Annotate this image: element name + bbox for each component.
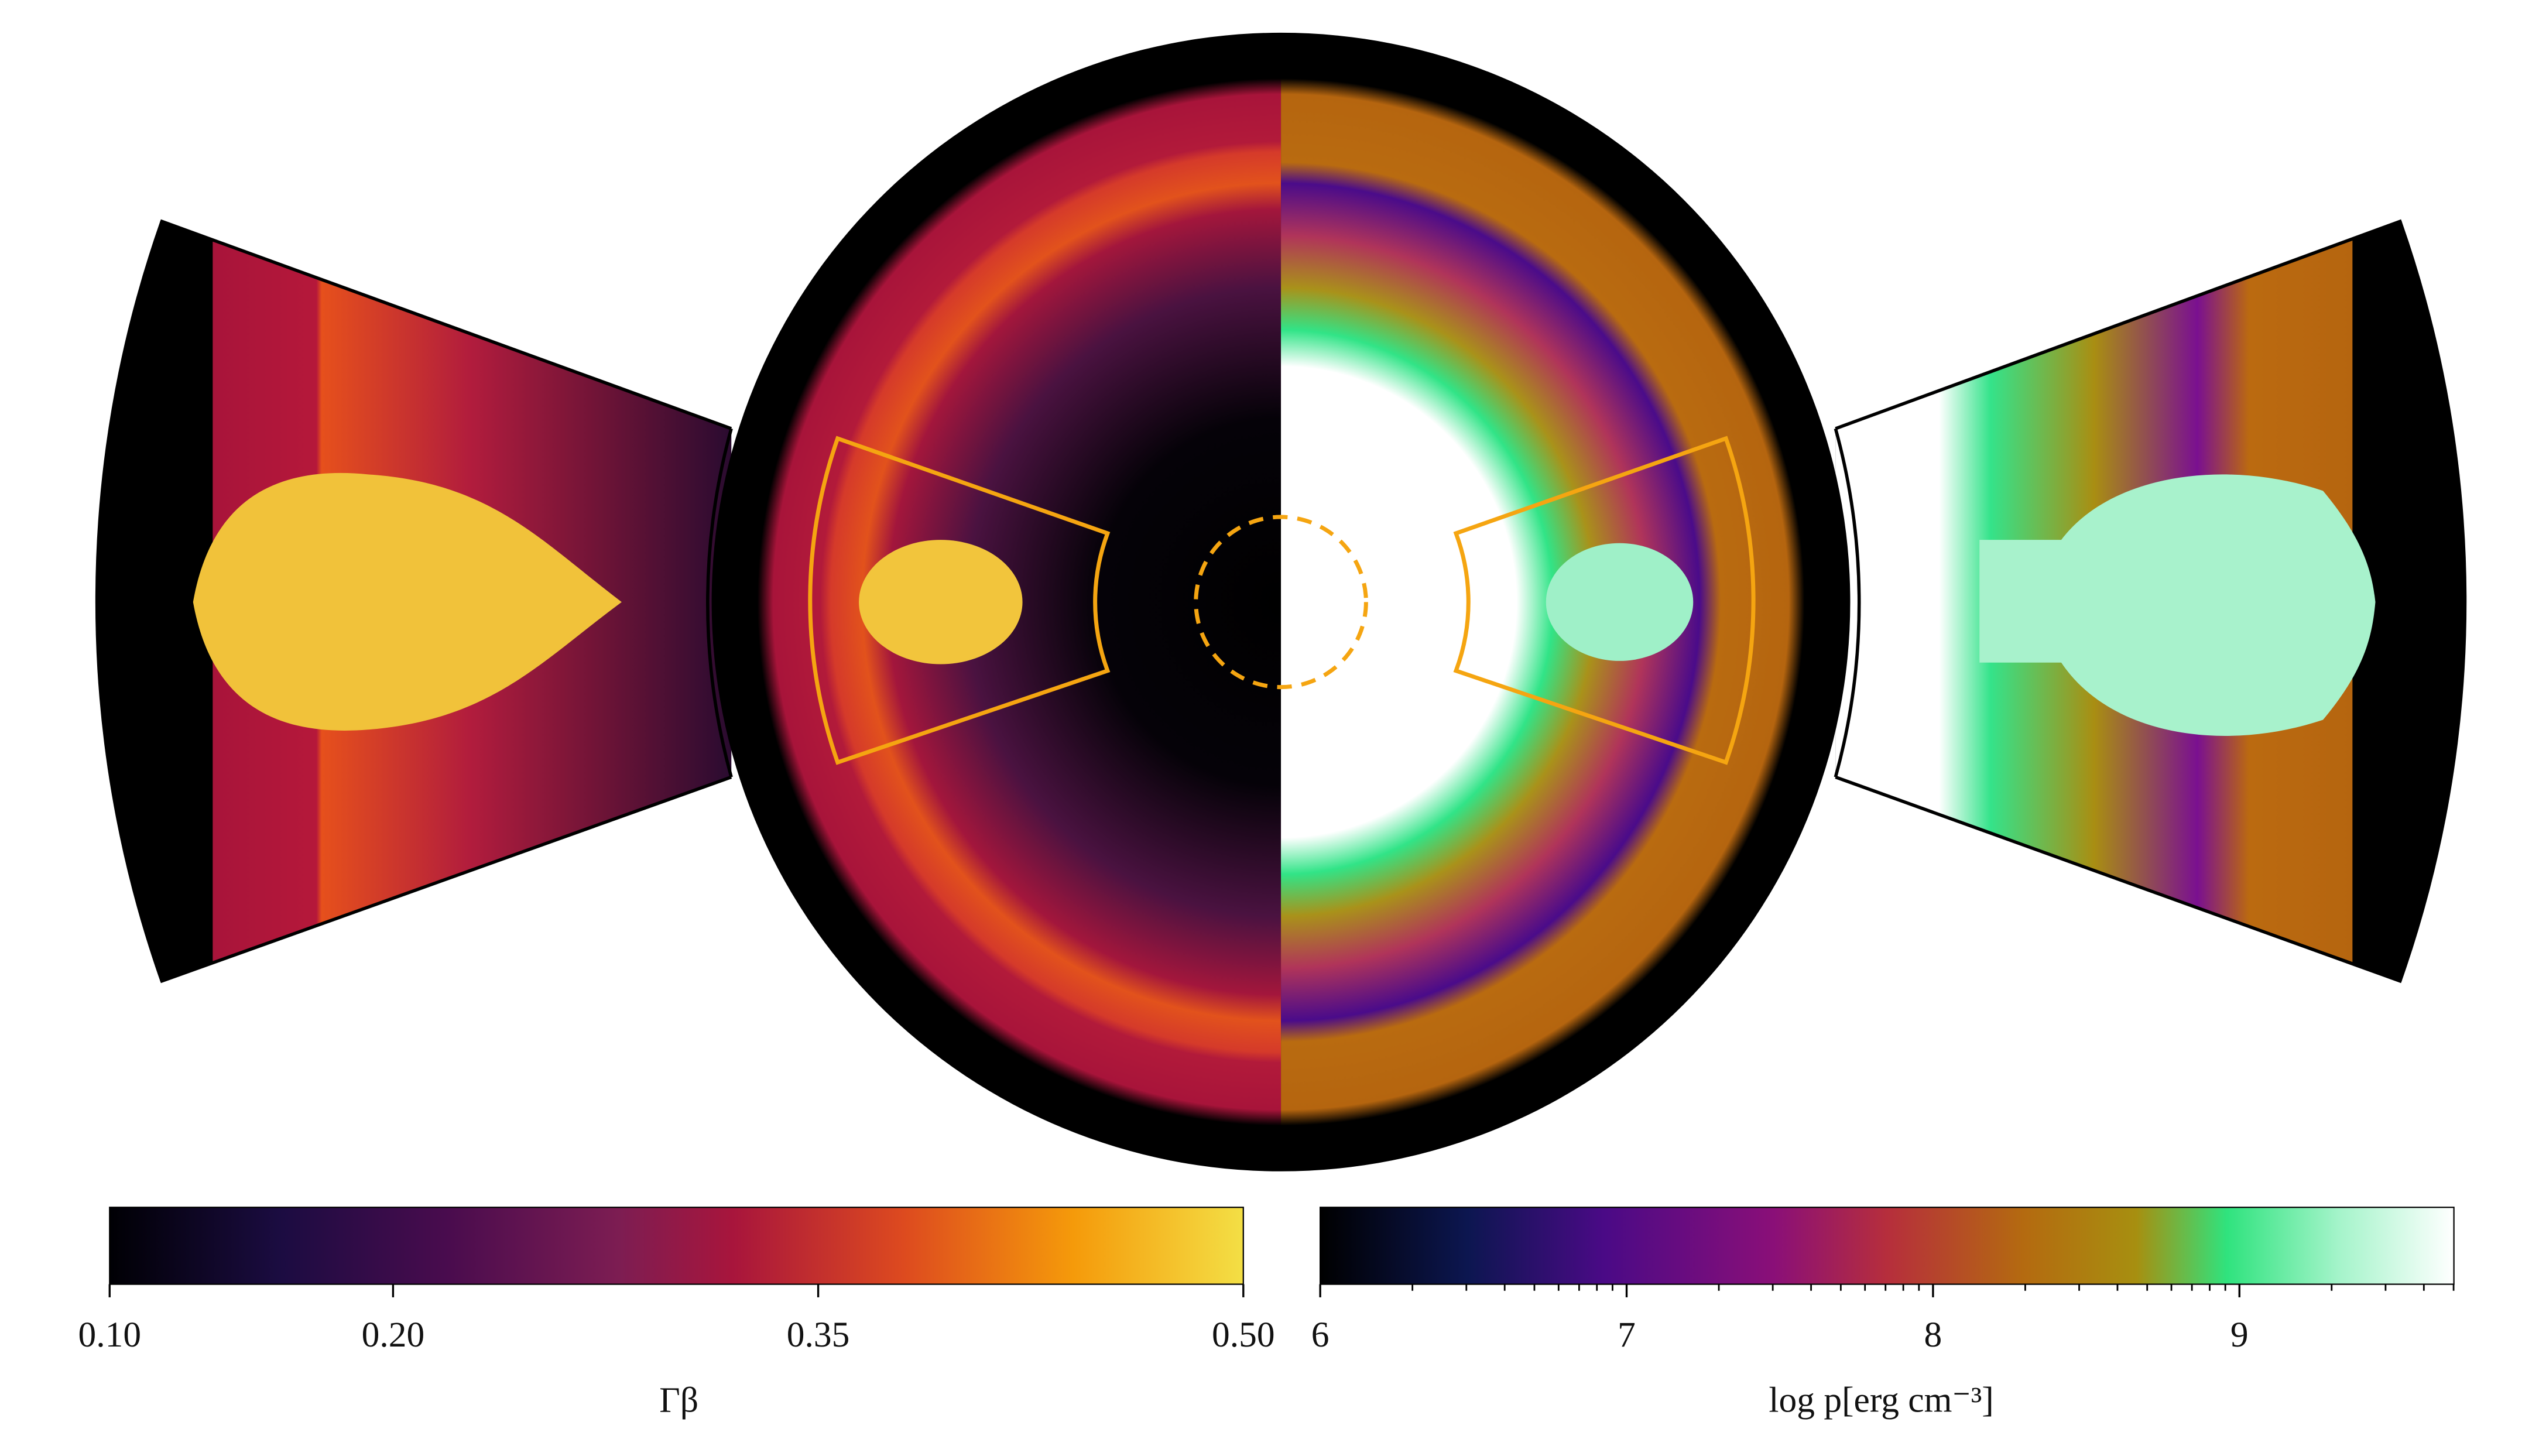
right-inset-jet (1546, 543, 1694, 661)
tick-label: 7 (1618, 1315, 1636, 1355)
tick-label: 6 (1311, 1315, 1330, 1355)
zoom-box-right (1453, 436, 1756, 765)
tick-label: 0.50 (1212, 1315, 1275, 1355)
zoom-box-left (808, 436, 1111, 765)
colorbar-frame (1320, 1207, 2455, 1285)
colorbar-gamma-beta: Γβ 0.10 0.20 0.35 0.50 (78, 1207, 1275, 1420)
inner-boundary (1194, 515, 1368, 690)
tick-label: 0.35 (787, 1315, 850, 1355)
right-jet (1979, 474, 2376, 736)
colorbar (1320, 1207, 2454, 1284)
colorbar-frame (109, 1207, 1244, 1285)
left-jet (193, 472, 622, 731)
right-half-field (1281, 78, 1804, 1126)
tick-label: 8 (1924, 1315, 1942, 1355)
simulation-panels (95, 32, 2467, 1171)
left-inset-jet (859, 540, 1023, 664)
tick-label: 9 (2230, 1315, 2249, 1355)
colorbar-label: Γβ (659, 1380, 698, 1420)
colorbar-label: log p[erg cm⁻³] (1769, 1380, 1993, 1420)
colorbar-pressure: log p[erg cm⁻³] 6 7 8 9 (1311, 1207, 2455, 1420)
colorbar (109, 1207, 1243, 1284)
tick-label: 0.10 (78, 1315, 141, 1355)
tick-label: 0.20 (362, 1315, 425, 1355)
